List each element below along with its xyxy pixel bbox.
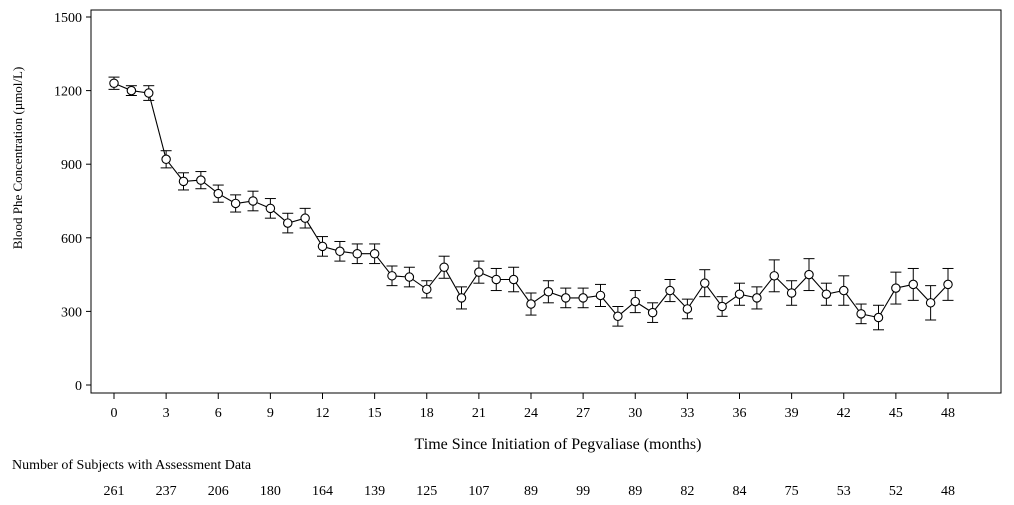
- x-tick-label: 48: [941, 406, 955, 421]
- subject-count: 52: [888, 484, 903, 499]
- data-point: [560, 293, 571, 303]
- x-tick-label: 24: [524, 406, 538, 421]
- data-point: [682, 304, 693, 314]
- data-point: [925, 298, 936, 308]
- subject-count: 164: [312, 484, 333, 499]
- data-point: [387, 271, 397, 281]
- x-tick-label: 42: [837, 406, 851, 421]
- data-point: [613, 311, 623, 322]
- x-tick-label: 45: [889, 406, 903, 421]
- data-point: [369, 248, 380, 259]
- data-point: [474, 267, 484, 277]
- y-axis-ticks: 0 300 600 900 1200 1500: [54, 11, 91, 394]
- data-point: [282, 218, 293, 228]
- data-point: [769, 271, 779, 281]
- y-tick-label: 600: [61, 232, 82, 247]
- data-point: [699, 278, 710, 288]
- data-point: [526, 299, 536, 309]
- data-point: [178, 176, 189, 187]
- data-point: [734, 289, 745, 299]
- data-point: [421, 284, 432, 295]
- x-tick-label: 21: [472, 406, 486, 421]
- data-point: [109, 78, 119, 88]
- subject-count: 99: [576, 484, 591, 499]
- subject-count: 75: [784, 484, 799, 499]
- subject-count: 125: [416, 484, 438, 499]
- subject-count: 82: [680, 484, 695, 499]
- data-point: [352, 248, 362, 259]
- subject-count: 206: [207, 484, 229, 499]
- data-point: [491, 274, 501, 285]
- data-point: [248, 196, 258, 206]
- data-point: [804, 269, 814, 280]
- x-tick-label: 0: [111, 406, 118, 421]
- x-axis-ticks: 0 3 6 9 12 15 18 21 24 27 30 33 36 39 42 45 48: [111, 393, 955, 421]
- data-point: [230, 198, 241, 209]
- data-point: [404, 272, 415, 282]
- data-point: [439, 262, 449, 272]
- data-point: [786, 288, 797, 298]
- x-tick-label: 30: [628, 406, 642, 421]
- data-point: [891, 283, 901, 293]
- x-tick-label: 27: [576, 406, 590, 421]
- data-point: [144, 88, 154, 98]
- y-axis-title: Blood Phe Concentration (µmol/L): [10, 67, 25, 250]
- x-tick-label: 39: [785, 406, 799, 421]
- data-point: [665, 285, 675, 296]
- x-tick-label: 12: [316, 406, 330, 421]
- data-point: [213, 188, 224, 199]
- data-point: [752, 293, 762, 303]
- x-tick-label: 36: [733, 406, 747, 421]
- data-point: [578, 293, 588, 303]
- subject-count: 48: [941, 484, 955, 499]
- data-point: [508, 274, 519, 285]
- y-tick-label: 300: [61, 305, 82, 320]
- subject-count: 89: [628, 484, 643, 499]
- data-point: [161, 154, 171, 165]
- data-point: [126, 85, 137, 96]
- subject-count: 180: [259, 484, 281, 499]
- data-point: [265, 203, 276, 214]
- data-point: [630, 296, 640, 307]
- x-tick-label: 6: [215, 406, 222, 421]
- axes: [90, 9, 1002, 394]
- y-tick-label: 1500: [54, 11, 82, 26]
- data-point: [717, 301, 727, 312]
- subject-count: 139: [364, 484, 386, 499]
- y-tick-label: 1200: [54, 85, 82, 100]
- plot-frame: [90, 9, 1002, 394]
- data-point: [856, 309, 866, 319]
- data-point: [317, 241, 328, 252]
- subject-count: 107: [468, 484, 490, 499]
- data-point: [647, 307, 658, 318]
- subject-count: 89: [524, 484, 538, 499]
- data-point: [543, 287, 554, 297]
- subject-count: 237: [155, 484, 177, 499]
- x-tick-label: 18: [420, 406, 434, 421]
- series-layer: [108, 76, 954, 331]
- x-tick-label: 3: [163, 406, 170, 421]
- data-point: [196, 175, 206, 185]
- data-point: [595, 290, 606, 301]
- subjects-caption: Number of Subjects with Assessment Data: [12, 458, 252, 473]
- x-tick-label: 9: [267, 406, 274, 421]
- data-point: [838, 285, 849, 296]
- subject-count: 261: [103, 484, 125, 499]
- data-point: [908, 279, 918, 290]
- data-point: [873, 312, 884, 323]
- data-point: [821, 289, 832, 299]
- data-point: [456, 293, 467, 303]
- y-tick-label: 900: [61, 158, 82, 173]
- data-point: [335, 246, 345, 257]
- data-point: [300, 213, 310, 223]
- data-point: [943, 279, 953, 290]
- x-axis-title: Time Since Initiation of Pegvaliase (mon…: [415, 436, 702, 453]
- subject-count: 53: [836, 484, 851, 499]
- subject-count: 84: [732, 484, 747, 499]
- x-tick-label: 33: [680, 406, 694, 421]
- y-tick-label: 0: [75, 379, 82, 394]
- x-tick-label: 15: [368, 406, 382, 421]
